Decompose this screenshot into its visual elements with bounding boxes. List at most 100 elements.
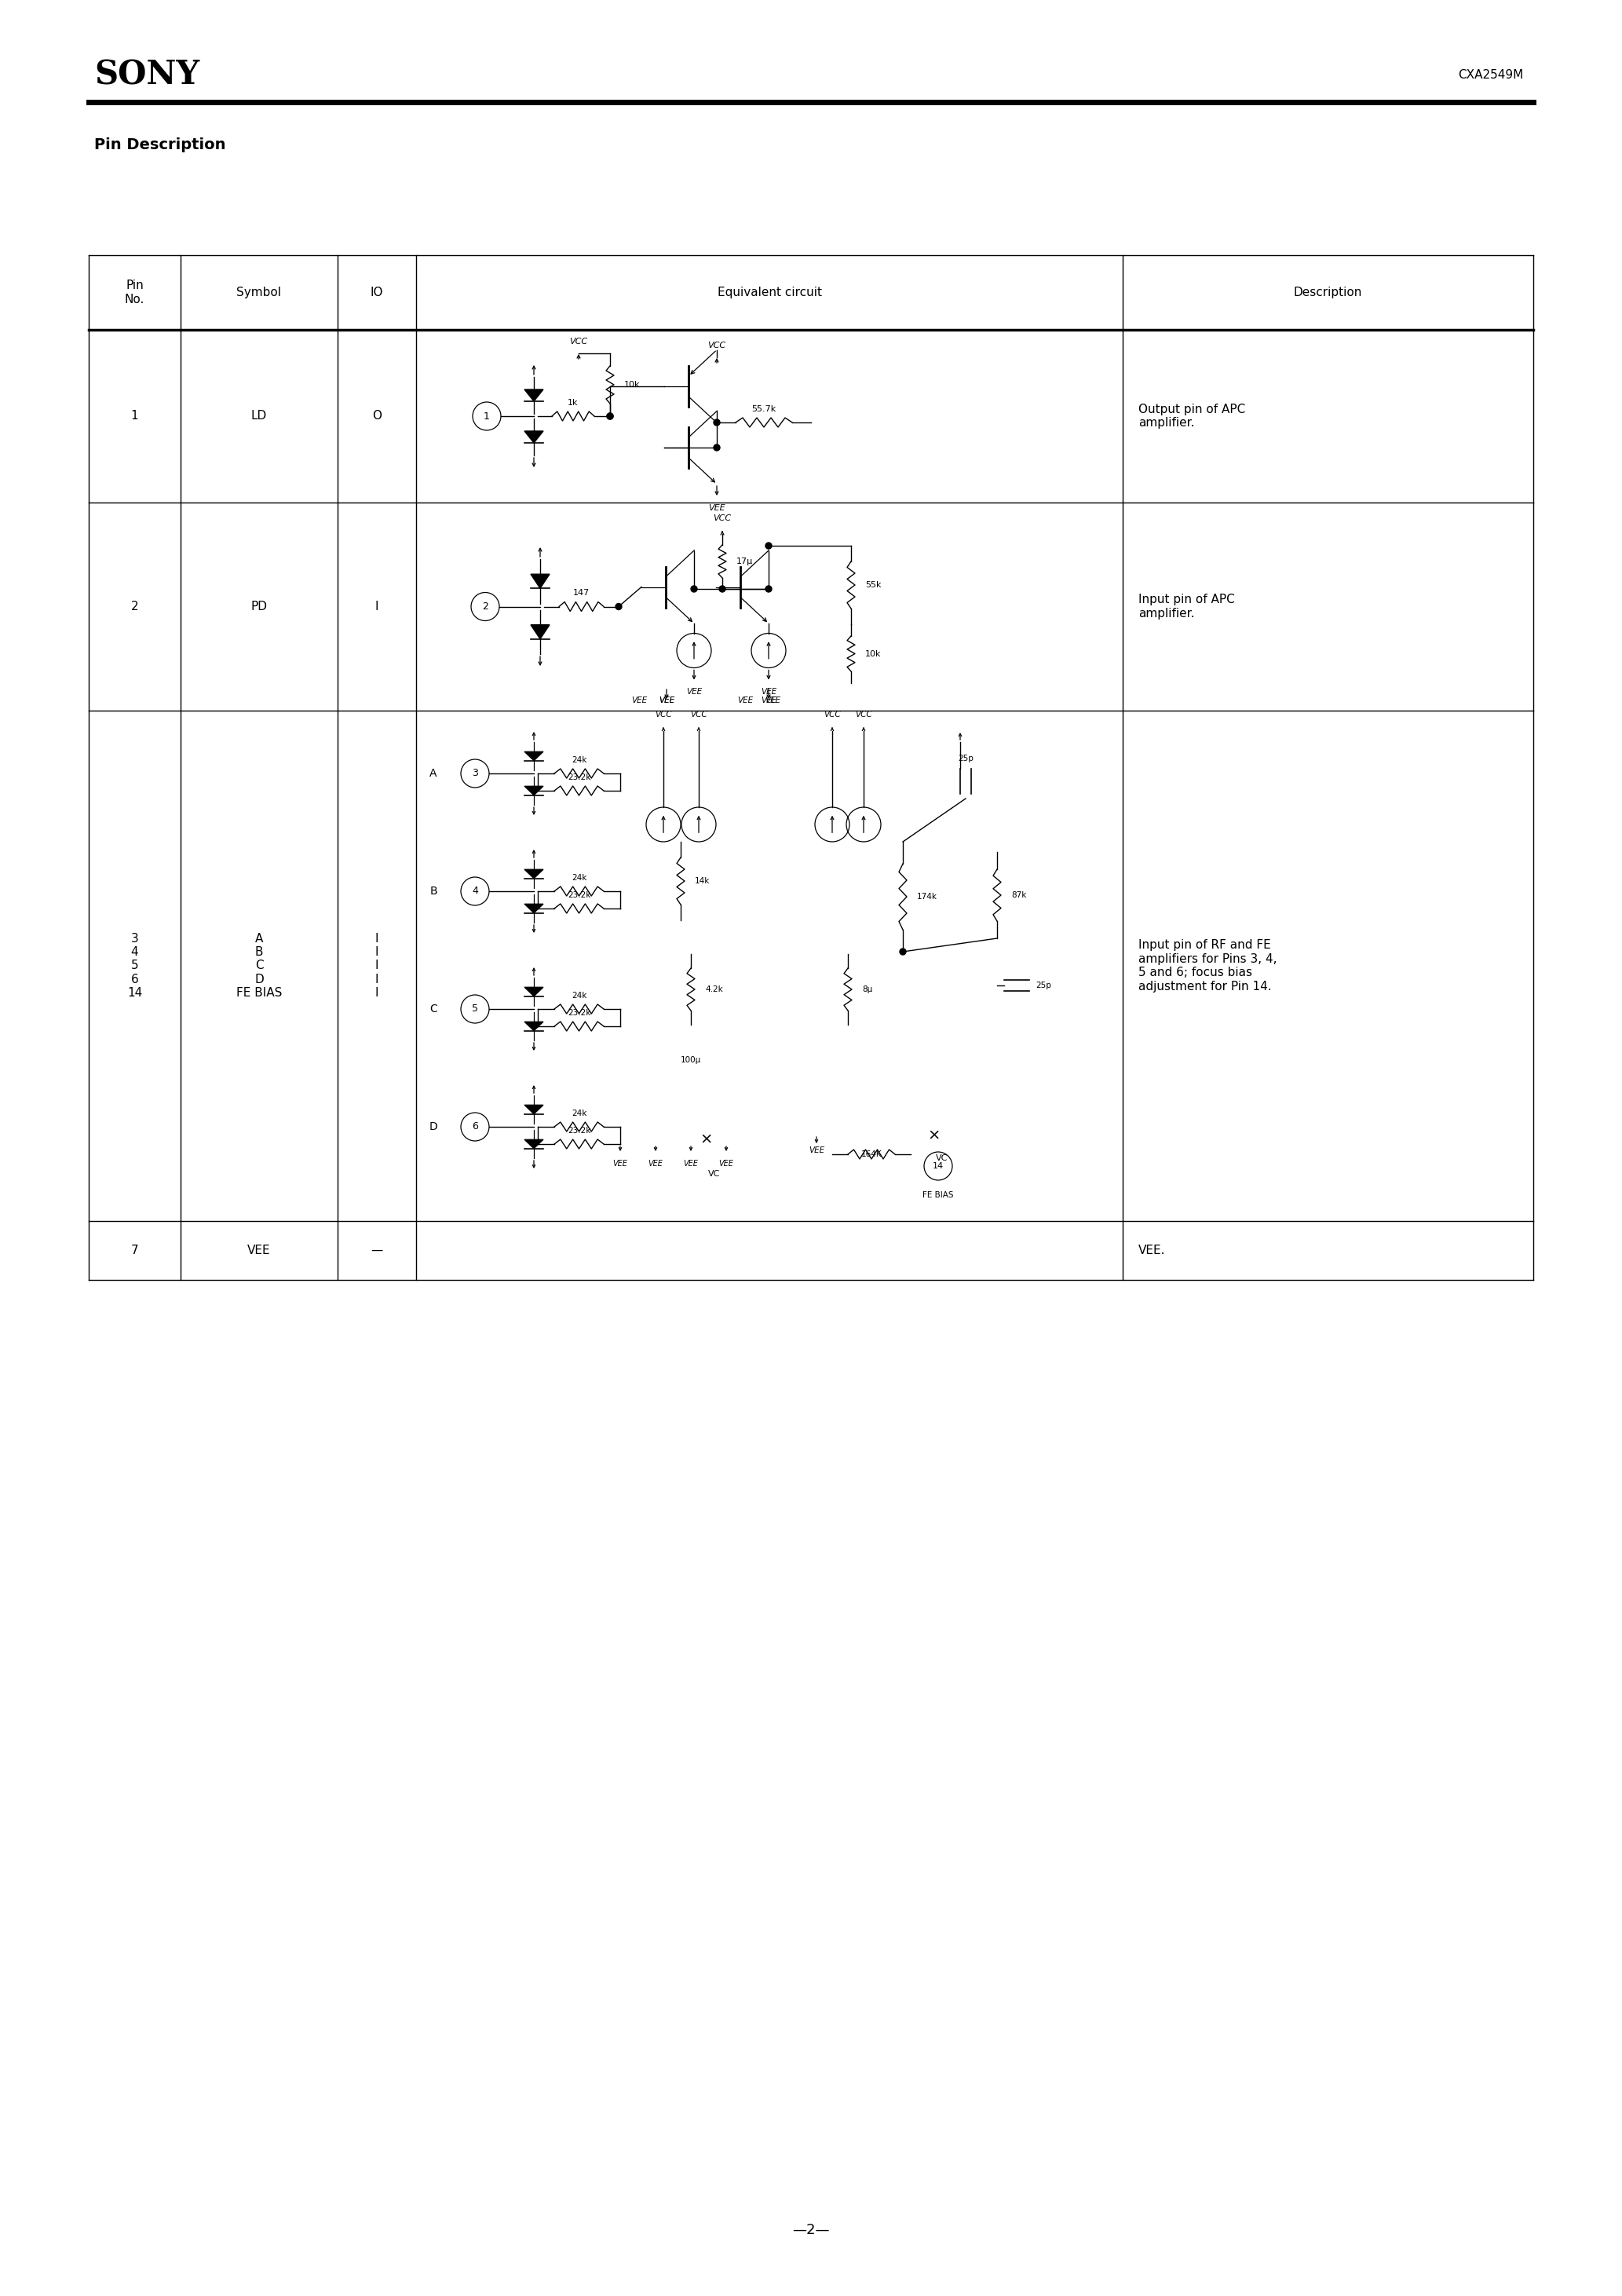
- Text: VEE: VEE: [761, 696, 777, 705]
- Text: 1: 1: [131, 411, 138, 422]
- Text: —2—: —2—: [793, 2223, 829, 2236]
- Text: VEE: VEE: [631, 696, 647, 705]
- Text: 1: 1: [483, 411, 490, 420]
- Text: ⨯: ⨯: [701, 1132, 714, 1146]
- Text: 24k: 24k: [571, 1109, 587, 1118]
- Text: VEE: VEE: [248, 1244, 271, 1256]
- Text: 17μ: 17μ: [736, 558, 753, 565]
- Text: Pin
No.: Pin No.: [125, 280, 144, 305]
- Text: 4: 4: [472, 886, 478, 895]
- Text: 25p: 25p: [959, 755, 973, 762]
- Text: 55k: 55k: [865, 581, 881, 588]
- Polygon shape: [524, 432, 543, 443]
- Polygon shape: [530, 574, 550, 588]
- Polygon shape: [524, 870, 543, 879]
- Text: VEE: VEE: [659, 696, 675, 705]
- Text: VEE: VEE: [809, 1146, 824, 1155]
- Text: 2: 2: [131, 602, 138, 613]
- Text: 2: 2: [482, 602, 488, 611]
- Text: CXA2549M: CXA2549M: [1458, 69, 1523, 80]
- Text: 14k: 14k: [694, 877, 710, 884]
- Polygon shape: [524, 987, 543, 996]
- Text: Equivalent circuit: Equivalent circuit: [717, 287, 822, 298]
- Text: 4.2k: 4.2k: [706, 985, 723, 994]
- Text: VCC: VCC: [655, 712, 672, 719]
- Text: 147: 147: [573, 590, 590, 597]
- Text: VCC: VCC: [824, 712, 840, 719]
- Text: 3
4
5
6
14: 3 4 5 6 14: [127, 932, 143, 999]
- Text: Description: Description: [1294, 287, 1362, 298]
- Polygon shape: [524, 905, 543, 914]
- Text: VEE: VEE: [719, 1159, 733, 1169]
- Text: 23.2k: 23.2k: [568, 774, 590, 781]
- Text: VCC: VCC: [569, 338, 587, 344]
- Text: VEE: VEE: [764, 696, 780, 705]
- Text: SONY: SONY: [94, 57, 200, 92]
- Circle shape: [900, 948, 907, 955]
- Text: VEE: VEE: [659, 696, 675, 705]
- Text: VEE: VEE: [736, 696, 753, 705]
- Polygon shape: [524, 751, 543, 760]
- Text: D: D: [430, 1120, 438, 1132]
- Circle shape: [607, 413, 613, 420]
- Circle shape: [766, 542, 772, 549]
- Polygon shape: [524, 390, 543, 402]
- Text: VEE: VEE: [686, 689, 702, 696]
- Text: 24k: 24k: [571, 755, 587, 765]
- Text: 55.7k: 55.7k: [751, 404, 777, 413]
- Text: 24k: 24k: [571, 875, 587, 882]
- Polygon shape: [524, 1022, 543, 1031]
- Text: 10k: 10k: [624, 381, 641, 388]
- Text: 8μ: 8μ: [861, 985, 873, 994]
- Text: VEE.: VEE.: [1139, 1244, 1166, 1256]
- Text: 100μ: 100μ: [681, 1056, 701, 1063]
- Text: 174k: 174k: [916, 893, 938, 900]
- Circle shape: [719, 585, 725, 592]
- Text: Input pin of APC
amplifier.: Input pin of APC amplifier.: [1139, 595, 1234, 620]
- Text: 5: 5: [472, 1003, 478, 1015]
- Text: VEE: VEE: [649, 1159, 663, 1169]
- Text: VC: VC: [936, 1155, 949, 1162]
- Text: A: A: [430, 767, 436, 778]
- Text: B: B: [430, 886, 438, 898]
- Text: Pin Description: Pin Description: [94, 138, 225, 154]
- Text: 24k: 24k: [571, 992, 587, 999]
- Text: 14: 14: [933, 1162, 944, 1171]
- Polygon shape: [524, 1139, 543, 1148]
- Text: C: C: [430, 1003, 438, 1015]
- Text: VC: VC: [709, 1171, 720, 1178]
- Text: 1k: 1k: [568, 400, 579, 406]
- Text: VCC: VCC: [855, 712, 873, 719]
- Text: FE BIAS: FE BIAS: [923, 1192, 954, 1199]
- Text: VEE: VEE: [683, 1159, 699, 1169]
- Text: I: I: [375, 602, 378, 613]
- Text: I
I
I
I
I: I I I I I: [375, 932, 378, 999]
- Text: VEE: VEE: [761, 689, 777, 696]
- Circle shape: [607, 413, 613, 420]
- Text: VCC: VCC: [691, 712, 707, 719]
- Polygon shape: [524, 1104, 543, 1114]
- Text: Input pin of RF and FE
amplifiers for Pins 3, 4,
5 and 6; focus bias
adjustment : Input pin of RF and FE amplifiers for Pi…: [1139, 939, 1277, 992]
- Text: 87k: 87k: [1011, 891, 1027, 900]
- Circle shape: [691, 585, 697, 592]
- Circle shape: [714, 420, 720, 425]
- Text: VEE: VEE: [709, 505, 725, 512]
- Text: —: —: [371, 1244, 383, 1256]
- Text: 23.2k: 23.2k: [568, 1008, 590, 1017]
- Text: 23.2k: 23.2k: [568, 1127, 590, 1134]
- Text: LD: LD: [251, 411, 268, 422]
- Text: IO: IO: [370, 287, 383, 298]
- Text: 25p: 25p: [1035, 980, 1051, 990]
- Text: 6: 6: [472, 1123, 478, 1132]
- Circle shape: [714, 445, 720, 450]
- Text: Symbol: Symbol: [237, 287, 282, 298]
- Text: 23.2k: 23.2k: [568, 891, 590, 900]
- Text: 164K: 164K: [861, 1150, 882, 1157]
- Text: ⨯: ⨯: [928, 1127, 941, 1141]
- Text: 10k: 10k: [865, 650, 881, 657]
- Polygon shape: [524, 785, 543, 794]
- Circle shape: [615, 604, 621, 611]
- Text: VCC: VCC: [714, 514, 732, 521]
- Text: VCC: VCC: [707, 342, 727, 349]
- Text: PD: PD: [251, 602, 268, 613]
